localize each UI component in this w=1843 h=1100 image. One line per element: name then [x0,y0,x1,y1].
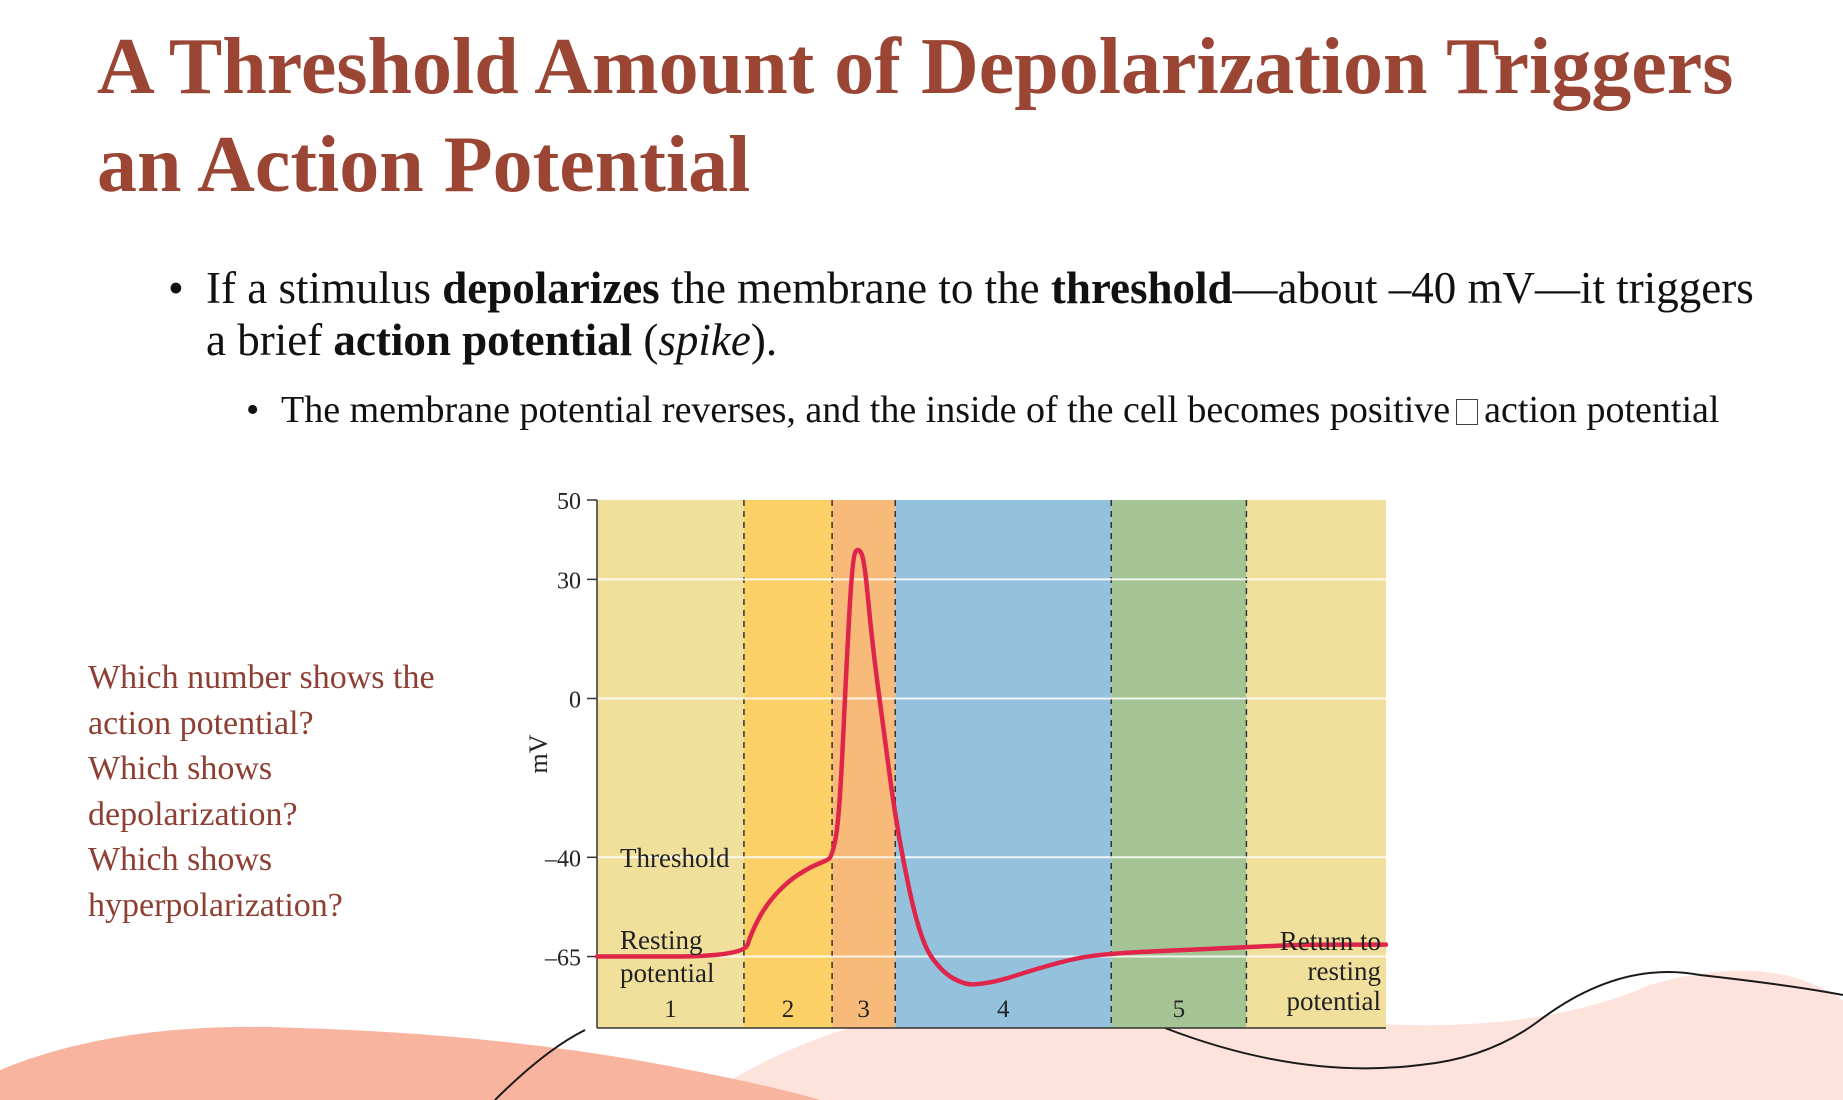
phase-number-label: 1 [664,996,677,1023]
phase-band [1246,500,1386,1028]
question-line: hyperpolarization? [88,886,343,924]
bullet-sub: • The membrane potential reverses, and t… [246,388,1746,432]
phase-band [743,500,833,1028]
y-tick-label: –40 [544,846,581,872]
bullet-dot: • [168,263,184,313]
question-line: Which shows [88,841,273,878]
term-depolarizes: depolarizes [442,263,660,313]
question-line: action potential? [88,704,314,742]
bullet-sub-text: The membrane potential reverses, and the… [281,389,1720,431]
term-threshold: threshold [1050,263,1233,313]
bullet-dot: • [246,389,260,431]
question-line: Which number shows the [88,659,435,696]
slide-title: A Threshold Amount of Depolarization Tri… [97,23,1734,209]
annotation-resting-potential: potential [620,958,714,988]
salmon-blob [0,1026,820,1100]
y-tick-label: 0 [569,687,581,713]
missing-glyph-box-icon [1456,399,1479,425]
question-line: depolarization? [88,795,298,833]
phase-number-label: 3 [857,996,870,1023]
bullet-main: • If a stimulus depolarizes the membrane… [168,262,1768,366]
membrane-potential-curve [594,547,1389,987]
annotation-return-to: Return to [1280,926,1381,956]
annotation-resting-word: resting [1308,956,1382,986]
phase-number-label: 2 [782,996,795,1023]
y-tick-label: 30 [557,568,581,594]
phase-band [895,500,1112,1028]
curve-line-right [1164,971,1843,1070]
annotation-return-potential: potential [1287,986,1381,1016]
annotation-threshold: Threshold [620,843,730,873]
y-axis-label: mV [524,734,553,773]
y-tick-label: 50 [557,489,581,515]
phase-band [597,500,744,1028]
y-tick-label: –65 [544,946,581,972]
phase-number-label: 5 [1173,996,1186,1023]
curve-line-left [494,1029,586,1100]
phase-number-label: 4 [997,996,1010,1023]
question-block: Which number shows the action potential?… [88,655,508,928]
question-line: Which shows [88,750,273,787]
bullet-main-text: If a stimulus depolarizes the membrane t… [206,263,1754,365]
term-action-potential: action potential [333,315,633,365]
phase-band [1111,500,1247,1028]
term-spike: spike [658,315,751,365]
annotation-resting: Resting [620,925,703,955]
